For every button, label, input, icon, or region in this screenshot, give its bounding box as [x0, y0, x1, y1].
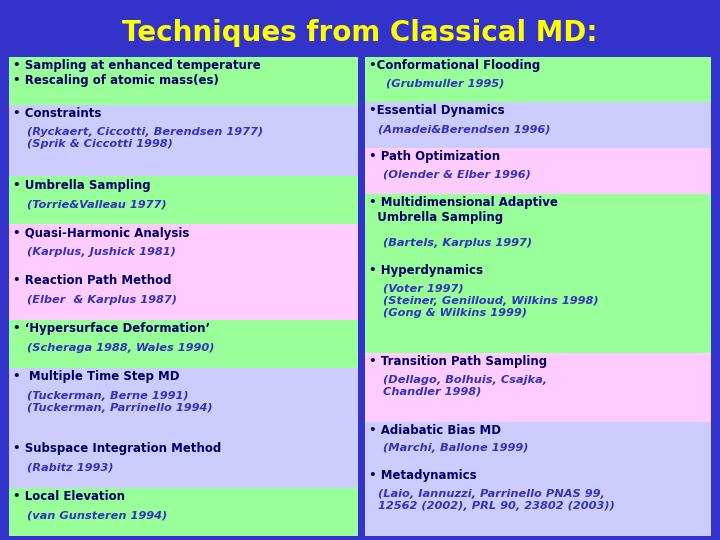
Text: (Ryckaert, Ciccotti, Berendsen 1977)
(Sprik & Ciccotti 1998): (Ryckaert, Ciccotti, Berendsen 1977) (Sp…	[27, 127, 263, 150]
Text: • ‘Hypersurface Deformation’: • ‘Hypersurface Deformation’	[13, 322, 210, 335]
Text: • Subspace Integration Method: • Subspace Integration Method	[13, 442, 221, 455]
Text: • Transition Path Sampling: • Transition Path Sampling	[369, 355, 547, 368]
FancyBboxPatch shape	[9, 320, 358, 368]
Text: (van Gunsteren 1994): (van Gunsteren 1994)	[27, 511, 167, 521]
FancyBboxPatch shape	[365, 57, 711, 102]
FancyBboxPatch shape	[9, 57, 358, 105]
Text: (Marchi, Ballone 1999): (Marchi, Ballone 1999)	[383, 443, 528, 454]
Text: (Rabitz 1993): (Rabitz 1993)	[27, 463, 113, 472]
Text: •Conformational Flooding: •Conformational Flooding	[369, 59, 541, 72]
FancyBboxPatch shape	[9, 488, 358, 536]
Text: • Reaction Path Method: • Reaction Path Method	[13, 274, 171, 287]
Text: • Quasi-Harmonic Analysis: • Quasi-Harmonic Analysis	[13, 226, 189, 240]
Text: (Olender & Elber 1996): (Olender & Elber 1996)	[383, 170, 531, 180]
Text: • Adiabatic Bias MD: • Adiabatic Bias MD	[369, 424, 501, 437]
FancyBboxPatch shape	[365, 467, 711, 536]
Text: • Metadynamics: • Metadynamics	[369, 469, 477, 482]
Text: •Essential Dynamics: •Essential Dynamics	[369, 104, 505, 118]
Text: (Laio, Iannuzzi, Parrinello PNAS 99,
12562 (2002), PRL 90, 23802 (2003)): (Laio, Iannuzzi, Parrinello PNAS 99, 125…	[378, 489, 615, 511]
FancyBboxPatch shape	[365, 193, 711, 262]
FancyBboxPatch shape	[9, 105, 358, 177]
Text: • Local Elevation: • Local Elevation	[13, 490, 125, 503]
Text: (Dellago, Bolhuis, Csajka,
Chandler 1998): (Dellago, Bolhuis, Csajka, Chandler 1998…	[383, 375, 547, 397]
Text: (Voter 1997)
(Steiner, Genilloud, Wilkins 1998)
(Gong & Wilkins 1999): (Voter 1997) (Steiner, Genilloud, Wilkin…	[383, 284, 598, 318]
Text: (Bartels, Karplus 1997): (Bartels, Karplus 1997)	[383, 238, 532, 248]
FancyBboxPatch shape	[365, 102, 711, 148]
Text: (Tuckerman, Berne 1991)
(Tuckerman, Parrinello 1994): (Tuckerman, Berne 1991) (Tuckerman, Parr…	[27, 391, 212, 413]
Text: (Karplus, Jushick 1981): (Karplus, Jushick 1981)	[27, 247, 176, 257]
Text: (Torrie&Valleau 1977): (Torrie&Valleau 1977)	[27, 199, 166, 210]
Text: • Sampling at enhanced temperature
• Rescaling of atomic mass(es): • Sampling at enhanced temperature • Res…	[13, 59, 261, 87]
FancyBboxPatch shape	[9, 224, 358, 272]
FancyBboxPatch shape	[9, 272, 358, 320]
Text: Techniques from Classical MD:: Techniques from Classical MD:	[122, 19, 598, 47]
FancyBboxPatch shape	[9, 57, 358, 536]
FancyBboxPatch shape	[9, 177, 358, 224]
FancyBboxPatch shape	[9, 440, 358, 488]
Text: • Umbrella Sampling: • Umbrella Sampling	[13, 179, 150, 192]
Text: • Hyperdynamics: • Hyperdynamics	[369, 264, 483, 277]
Text: • Constraints: • Constraints	[13, 107, 102, 120]
FancyBboxPatch shape	[365, 353, 711, 422]
Text: (Scheraga 1988, Wales 1990): (Scheraga 1988, Wales 1990)	[27, 343, 214, 353]
Text: • Multidimensional Adaptive
  Umbrella Sampling: • Multidimensional Adaptive Umbrella Sam…	[369, 195, 558, 224]
Text: • Path Optimization: • Path Optimization	[369, 150, 500, 163]
FancyBboxPatch shape	[365, 148, 711, 193]
Text: (Grubmuller 1995): (Grubmuller 1995)	[378, 78, 505, 89]
Text: (Amadei&Berendsen 1996): (Amadei&Berendsen 1996)	[378, 124, 551, 134]
FancyBboxPatch shape	[365, 422, 711, 467]
Text: (Elber  & Karplus 1987): (Elber & Karplus 1987)	[27, 295, 176, 305]
FancyBboxPatch shape	[365, 57, 711, 536]
FancyBboxPatch shape	[9, 368, 358, 440]
Text: •  Multiple Time Step MD: • Multiple Time Step MD	[13, 370, 179, 383]
FancyBboxPatch shape	[365, 262, 711, 353]
